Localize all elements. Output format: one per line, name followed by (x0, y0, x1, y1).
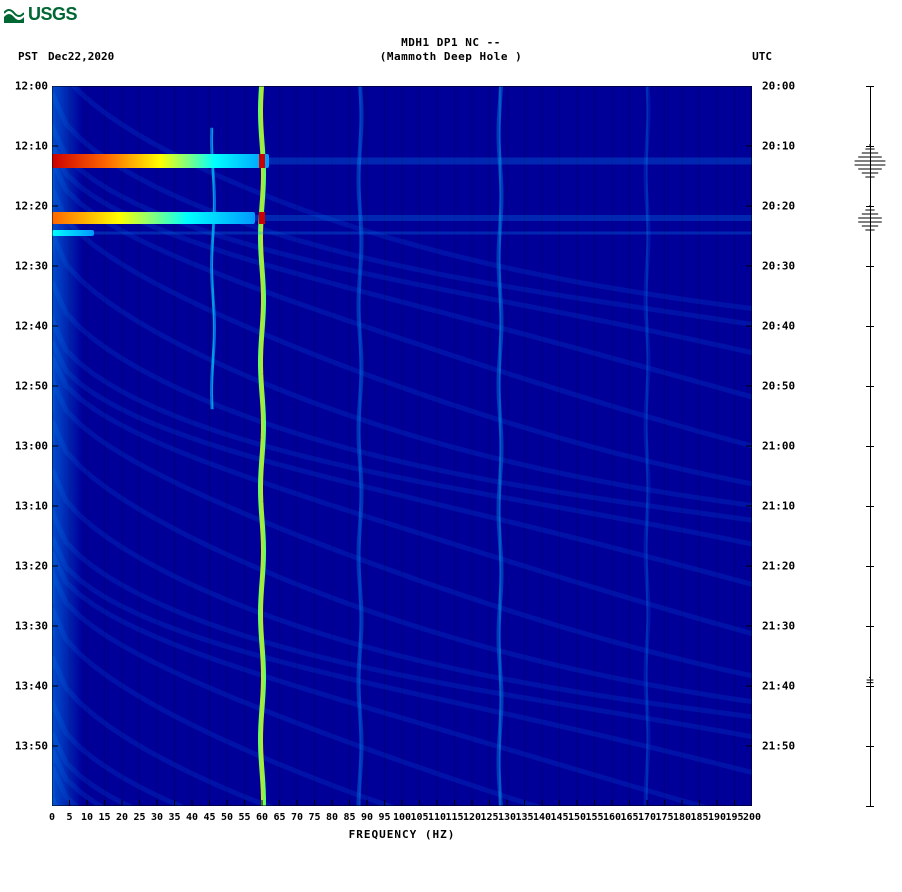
xtick: 105 (410, 812, 428, 823)
xtick: 85 (343, 812, 355, 823)
usgs-logo-text: USGS (28, 4, 77, 25)
waveform-tick (866, 446, 874, 447)
xtick: 20 (116, 812, 128, 823)
waveform-burst (852, 676, 888, 684)
xtick: 70 (291, 812, 303, 823)
xtick: 100 (393, 812, 411, 823)
waveform-tick (866, 86, 874, 87)
ytick-right: 20:00 (762, 80, 795, 93)
xtick: 120 (463, 812, 481, 823)
ytick-left: 13:50 (4, 740, 48, 753)
xtick: 0 (49, 812, 55, 823)
waveform-tick (866, 686, 874, 687)
xtick: 140 (533, 812, 551, 823)
ytick-left: 13:40 (4, 680, 48, 693)
xtick: 30 (151, 812, 163, 823)
waveform-tick (866, 326, 874, 327)
ytick-right: 21:20 (762, 560, 795, 573)
ytick-left: 13:10 (4, 500, 48, 513)
waveform-tick (866, 566, 874, 567)
xtick: 75 (308, 812, 320, 823)
ytick-left: 12:00 (4, 80, 48, 93)
station-id: MDH1 DP1 NC -- (0, 36, 902, 49)
timezone-left: PST (18, 50, 38, 63)
spectrogram-canvas (52, 86, 752, 806)
xtick: 50 (221, 812, 233, 823)
ytick-right: 21:10 (762, 500, 795, 513)
timezone-right: UTC (752, 50, 772, 63)
waveform-tick (866, 386, 874, 387)
x-axis-label: FREQUENCY (HZ) (52, 828, 752, 841)
waveform-tick (866, 266, 874, 267)
usgs-logo: USGS (4, 4, 77, 25)
header-date: Dec22,2020 (48, 50, 114, 63)
xtick: 115 (445, 812, 463, 823)
ytick-left: 12:30 (4, 260, 48, 273)
xtick: 130 (498, 812, 516, 823)
xtick: 145 (550, 812, 568, 823)
xtick: 135 (515, 812, 533, 823)
xtick: 10 (81, 812, 93, 823)
ytick-right: 20:40 (762, 320, 795, 333)
ytick-right: 20:20 (762, 200, 795, 213)
xtick: 195 (725, 812, 743, 823)
waveform-tick (866, 746, 874, 747)
xtick: 185 (690, 812, 708, 823)
xtick: 60 (256, 812, 268, 823)
xtick: 15 (98, 812, 110, 823)
xtick: 125 (480, 812, 498, 823)
waveform-burst (852, 143, 888, 179)
ytick-right: 20:50 (762, 380, 795, 393)
xtick: 180 (673, 812, 691, 823)
ytick-left: 13:30 (4, 620, 48, 633)
ytick-right: 20:30 (762, 260, 795, 273)
xtick: 150 (568, 812, 586, 823)
xtick: 175 (655, 812, 673, 823)
ytick-right: 20:10 (762, 140, 795, 153)
xtick: 80 (326, 812, 338, 823)
ytick-left: 12:10 (4, 140, 48, 153)
ytick-right: 21:50 (762, 740, 795, 753)
usgs-wave-icon (4, 7, 24, 23)
waveform-tick (866, 626, 874, 627)
xtick: 55 (238, 812, 250, 823)
waveform-tick (866, 506, 874, 507)
xtick: 25 (133, 812, 145, 823)
ytick-right: 21:00 (762, 440, 795, 453)
xtick: 40 (186, 812, 198, 823)
ytick-left: 13:20 (4, 560, 48, 573)
ytick-right: 21:30 (762, 620, 795, 633)
xtick: 170 (638, 812, 656, 823)
xtick: 165 (620, 812, 638, 823)
xtick: 95 (378, 812, 390, 823)
xtick: 65 (273, 812, 285, 823)
spectrogram-plot (52, 86, 752, 806)
ytick-left: 12:50 (4, 380, 48, 393)
xtick: 160 (603, 812, 621, 823)
waveform-burst (852, 204, 888, 232)
xtick: 155 (585, 812, 603, 823)
ytick-right: 21:40 (762, 680, 795, 693)
ytick-left: 12:20 (4, 200, 48, 213)
xtick: 5 (66, 812, 72, 823)
xtick: 200 (743, 812, 761, 823)
xtick: 35 (168, 812, 180, 823)
xtick: 110 (428, 812, 446, 823)
xtick: 90 (361, 812, 373, 823)
xtick: 190 (708, 812, 726, 823)
ytick-left: 12:40 (4, 320, 48, 333)
xtick: 45 (203, 812, 215, 823)
waveform-tick (866, 806, 874, 807)
ytick-left: 13:00 (4, 440, 48, 453)
waveform-trace (850, 86, 890, 806)
